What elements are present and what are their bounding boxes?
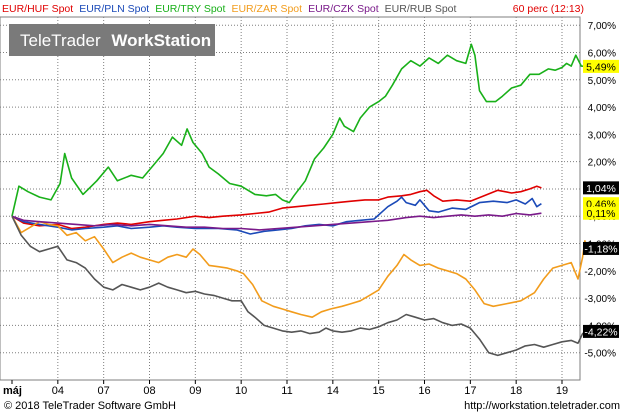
last-value-label-text: 0,11%	[587, 208, 616, 220]
x-tick-label: 16	[418, 385, 430, 397]
last-value-label-bg	[583, 59, 619, 73]
x-tick-label: 18	[510, 385, 522, 397]
y-tick-label: 2,00%	[588, 158, 616, 169]
series-line-eur-try-spot[interactable]	[11, 43, 588, 217]
footer-url[interactable]: http://workstation.teletrader.com	[464, 400, 620, 412]
last-value-labels: 1,04%0,46%5,49%-1,18%0,11%-4,22%	[583, 59, 619, 338]
x-tick-label: 11	[281, 385, 292, 397]
period-label[interactable]: 60 perc (12:13)	[513, 3, 584, 15]
y-tick-label: -5,00%	[584, 349, 616, 360]
series-lines	[11, 43, 588, 357]
x-tick-label: 09	[189, 385, 201, 397]
watermark: TeleTrader WorkStation	[9, 24, 215, 56]
y-tick-label: 4,00%	[588, 103, 616, 114]
watermark-text: TeleTrader	[20, 31, 101, 50]
x-axis: máj 04 07 08 09 10 11 14 15 16 17 18 19	[3, 380, 568, 397]
last-value-label: 0,11%	[583, 206, 619, 220]
last-value-label-bg	[583, 324, 619, 338]
y-tick-label: -3,00%	[584, 294, 616, 305]
last-value-label: 1,04%	[583, 181, 619, 195]
watermark-bold-text: WorkStation	[111, 31, 211, 50]
svg-text:TeleTrader WorkStation: TeleTrader WorkStation	[20, 31, 211, 50]
legend-item-eur-pln-spot[interactable]: EUR/PLN Spot	[79, 3, 149, 15]
last-value-label: -4,22%	[583, 324, 619, 338]
series-line-eur-zar-spot[interactable]	[11, 215, 588, 318]
last-value-label: 5,49%	[583, 59, 619, 73]
y-tick-label: 3,00%	[588, 130, 616, 141]
x-tick-label: 10	[235, 385, 247, 397]
legend-item-eur-rub-spot[interactable]: EUR/RUB Spot	[385, 3, 457, 15]
last-value-label: -1,18%	[583, 241, 619, 255]
y-tick-label: 7,00%	[588, 21, 616, 32]
legend-item-eur-huf-spot[interactable]: EUR/HUF Spot	[2, 3, 73, 15]
copyright-text: © 2018 TeleTrader Software GmbH	[4, 400, 176, 412]
series-line-eur-huf-spot[interactable]	[11, 185, 542, 230]
series-line-eur-czk-spot[interactable]	[11, 212, 542, 231]
grid	[0, 17, 580, 380]
last-value-label-text: -4,22%	[584, 326, 617, 338]
exchange-rate-chart: EUR/HUF Spot EUR/PLN Spot EUR/TRY Spot EUR/…	[0, 3, 619, 397]
y-tick-label: 6,00%	[588, 48, 616, 59]
y-tick-label: 5,00%	[588, 76, 616, 87]
x-tick-label: máj	[3, 385, 22, 397]
x-tick-label: 19	[556, 385, 568, 397]
last-value-label-text: 1,04%	[586, 183, 616, 195]
legend-item-eur-try-spot[interactable]: EUR/TRY Spot	[155, 3, 225, 15]
last-value-label-bg	[583, 181, 619, 195]
legend-item-eur-zar-spot[interactable]: EUR/ZAR Spot	[231, 3, 302, 15]
last-value-label-bg	[583, 241, 619, 255]
y-tick-label: -2,00%	[584, 267, 616, 278]
legend-item-eur-czk-spot[interactable]: EUR/CZK Spot	[308, 3, 379, 15]
x-tick-label: 15	[373, 385, 385, 397]
x-tick-label: 07	[98, 385, 110, 397]
x-tick-label: 17	[464, 385, 476, 397]
footer: © 2018 TeleTrader Software GmbH http://w…	[0, 398, 624, 416]
x-tick-label: 04	[52, 385, 64, 397]
last-value-label-bg	[583, 206, 619, 220]
plot-area	[0, 16, 581, 381]
legend: EUR/HUF Spot EUR/PLN Spot EUR/TRY Spot EUR/…	[2, 3, 457, 15]
last-value-label-text: -1,18%	[584, 243, 617, 255]
series-line-eur-rub-spot[interactable]	[11, 215, 588, 357]
x-tick-label: 14	[327, 385, 339, 397]
x-tick-label: 08	[143, 385, 155, 397]
last-value-label-text: 5,49%	[586, 61, 616, 73]
